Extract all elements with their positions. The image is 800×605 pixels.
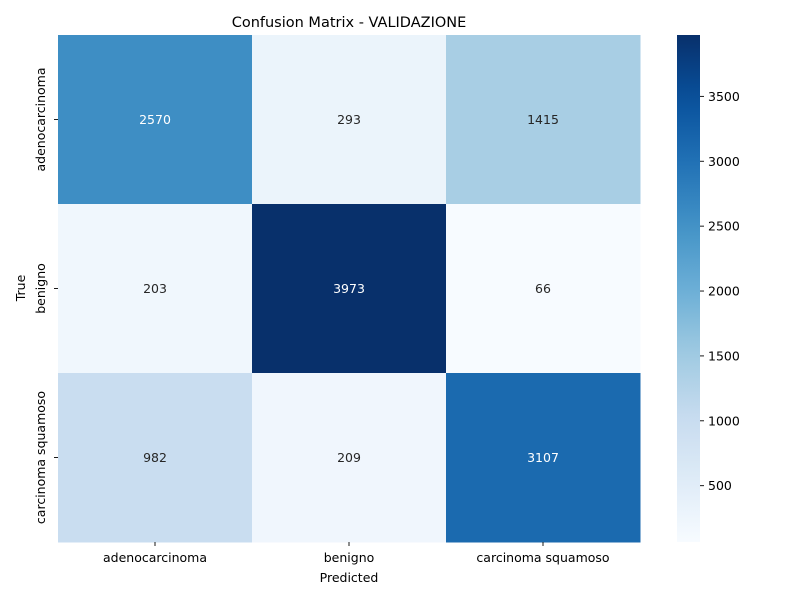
cell-value-label: 209: [337, 450, 361, 465]
x-axis-ticks: adenocarcinoma benigno carcinoma squamoso: [103, 542, 610, 565]
heatmap-cell-benigno-benigno: [252, 204, 447, 374]
colorbar-tick-label: 1500: [708, 348, 740, 363]
y-tick-label: benigno: [33, 263, 48, 314]
heatmap-cell-labels: 2570 293 1415 203 3973 66 982 209 3107: [139, 112, 559, 465]
x-tick-label: carcinoma squamoso: [476, 550, 609, 565]
heatmap-cell-carcinoma-squamoso-carcinoma-squamoso: [446, 373, 641, 543]
x-tick-label: benigno: [324, 550, 375, 565]
cell-value-label: 66: [535, 281, 551, 296]
heatmap-cell-carcinoma-squamoso-benigno: [252, 373, 447, 543]
heatmap-cell-adenocarcinoma-benigno: [252, 35, 447, 205]
y-axis-ticks: adenocarcinoma benigno carcinoma squamoso: [33, 67, 58, 524]
heatmap-cell-adenocarcinoma-carcinoma-squamoso: [446, 35, 641, 205]
y-tick-label: adenocarcinoma: [33, 67, 48, 171]
cell-value-label: 203: [143, 281, 167, 296]
heatmap-cell-benigno-adenocarcinoma: [58, 204, 253, 374]
colorbar-tick-label: 1000: [708, 413, 740, 428]
heatmap-cell-benigno-carcinoma-squamoso: [446, 204, 641, 374]
y-axis-label: True: [13, 274, 28, 302]
cell-value-label: 982: [143, 450, 167, 465]
colorbar-tick-label: 3000: [708, 154, 740, 169]
colorbar: 500 1000 1500 2000 2500 3000 3500: [677, 35, 740, 542]
cell-value-label: 3973: [333, 281, 365, 296]
cell-value-label: 293: [337, 112, 361, 127]
colorbar-gradient: [677, 35, 700, 542]
y-tick-label: carcinoma squamoso: [33, 391, 48, 524]
x-axis-label: Predicted: [320, 570, 379, 585]
cell-value-label: 1415: [527, 112, 559, 127]
colorbar-tick-label: 2000: [708, 284, 740, 299]
colorbar-tick-label: 3500: [708, 89, 740, 104]
cell-value-label: 2570: [139, 112, 171, 127]
x-tick-label: adenocarcinoma: [103, 550, 207, 565]
heatmap-cell-carcinoma-squamoso-adenocarcinoma: [58, 373, 253, 543]
colorbar-tick-label: 2500: [708, 219, 740, 234]
colorbar-tick-label: 500: [708, 478, 732, 493]
heatmap-cell-adenocarcinoma-adenocarcinoma: [58, 35, 253, 205]
heatmap-cells: [58, 35, 641, 543]
chart-title: Confusion Matrix - VALIDAZIONE: [232, 15, 467, 31]
cell-value-label: 3107: [527, 450, 559, 465]
